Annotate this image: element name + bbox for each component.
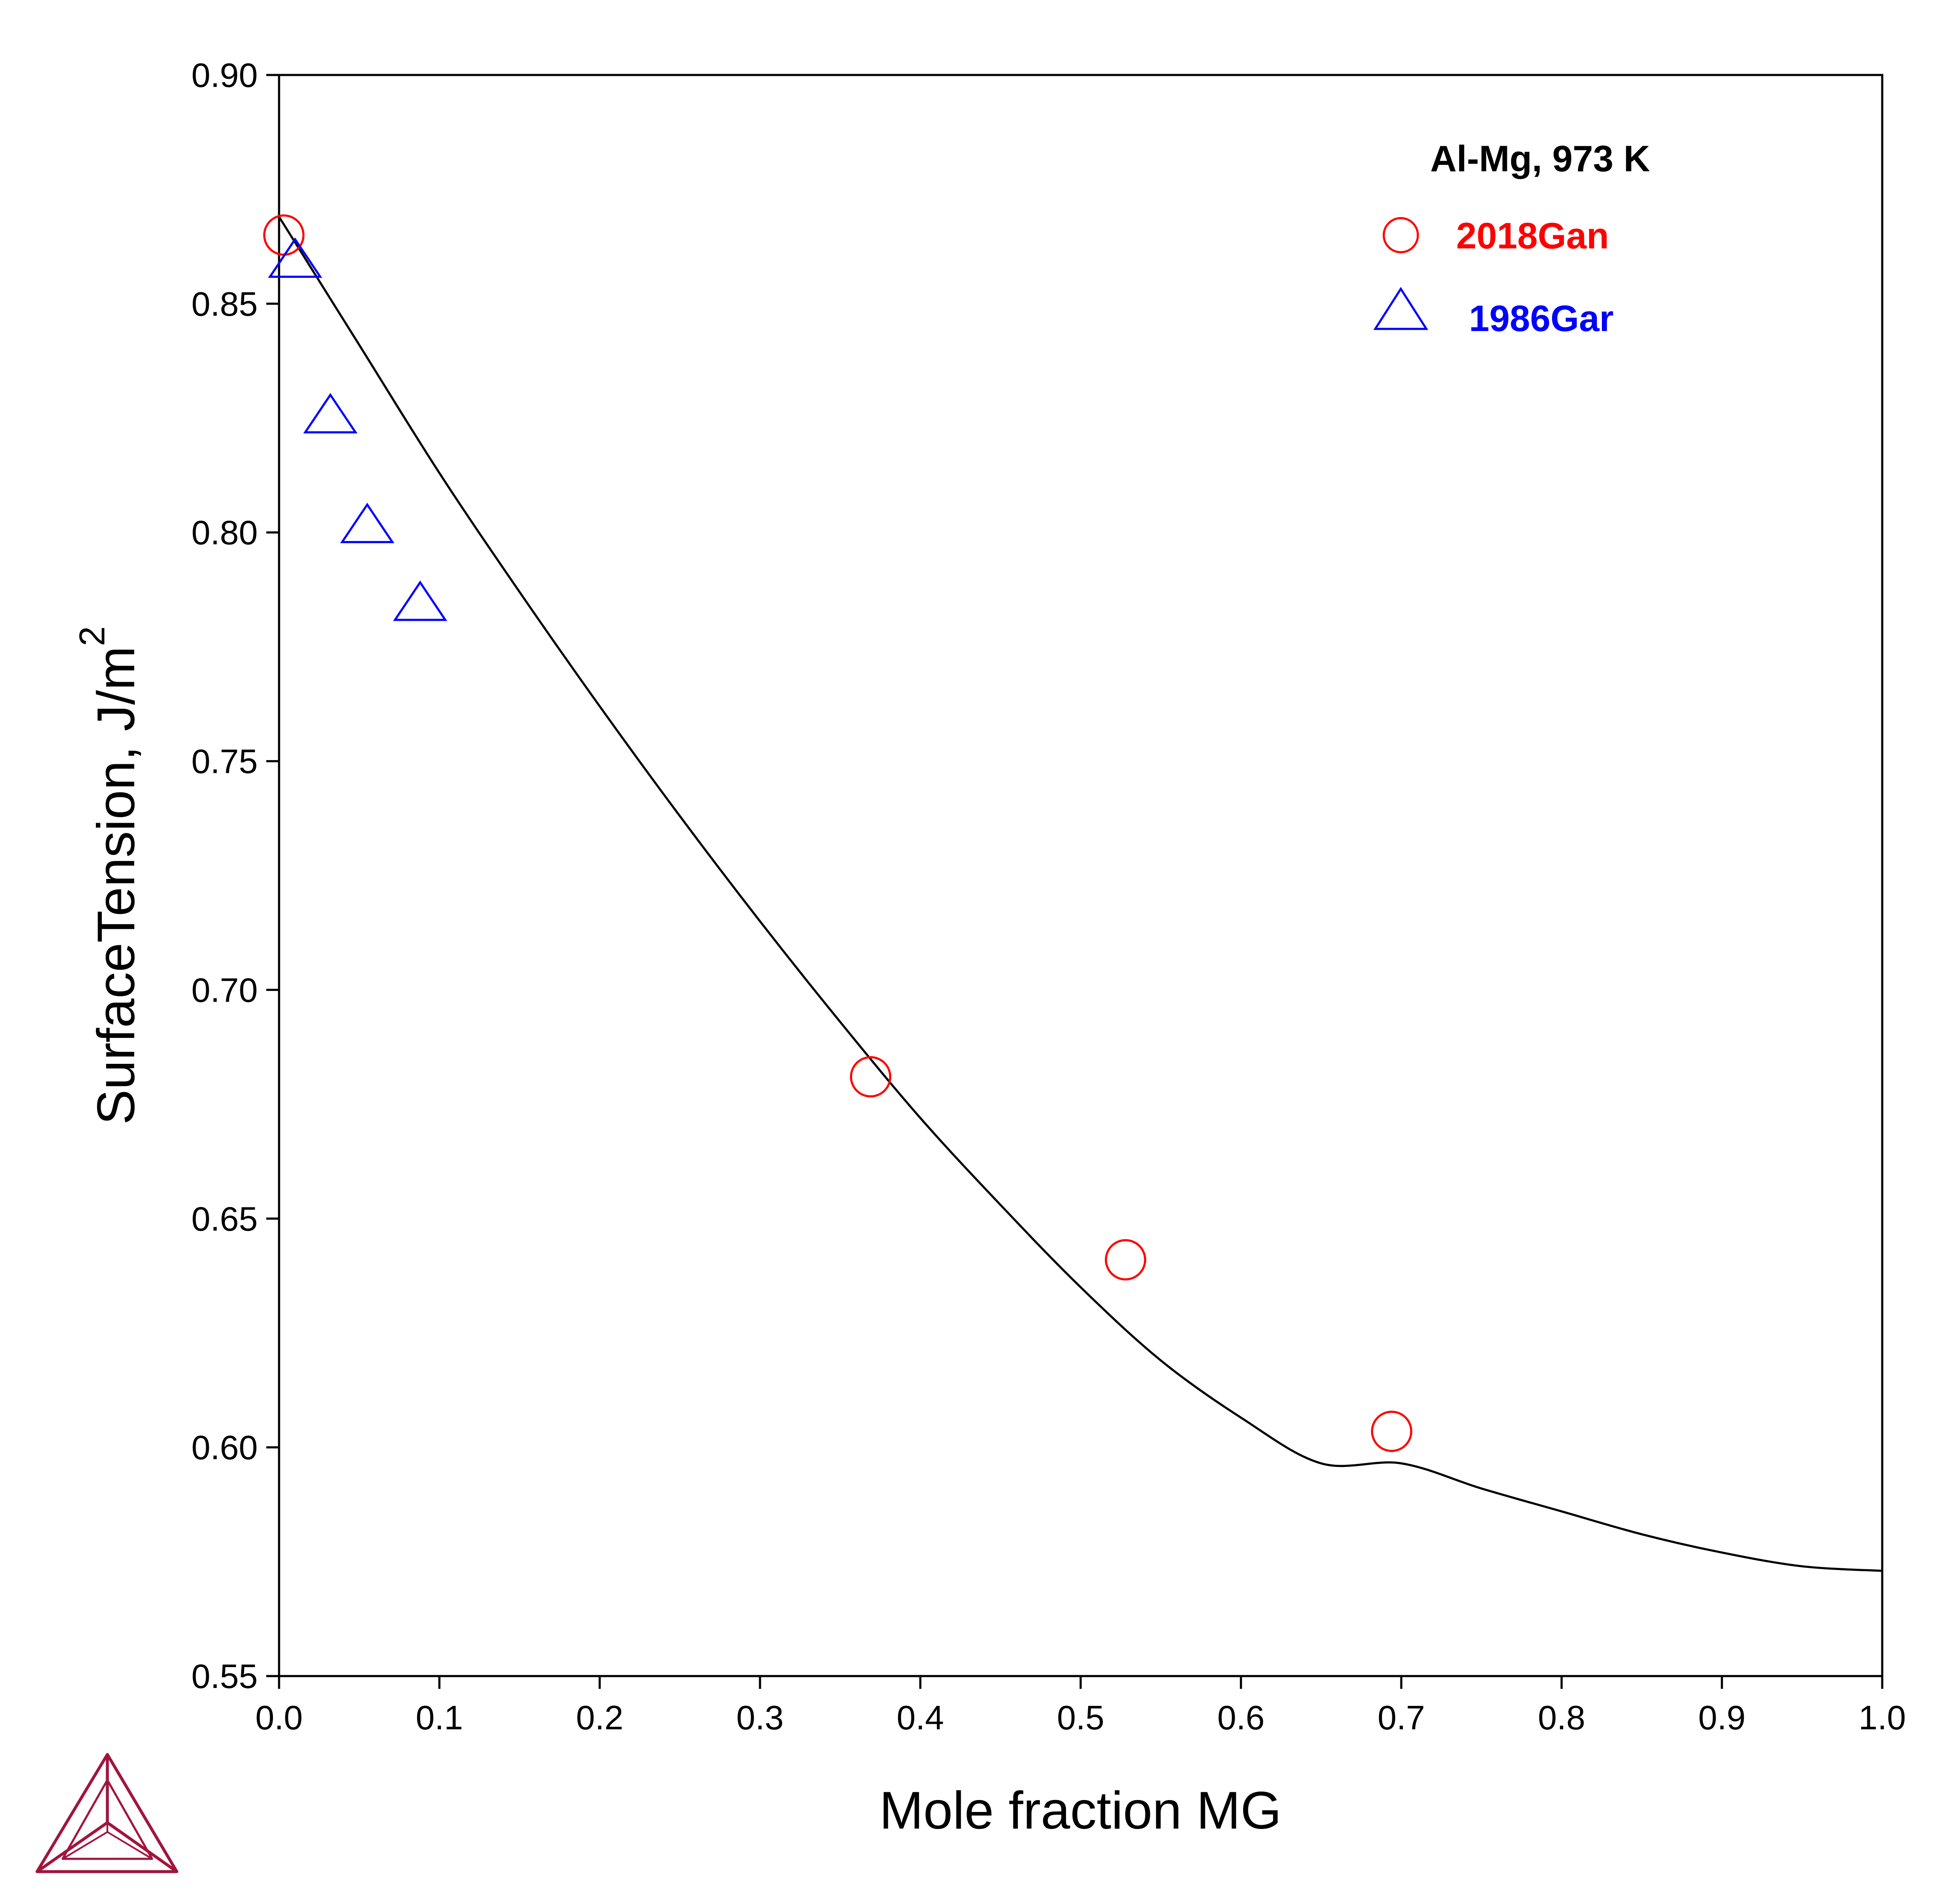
data-point-1986gar [268, 237, 323, 278]
y-tick-label: 0.75 [191, 743, 258, 781]
model-curve-layer [278, 216, 1883, 1572]
svg-text:SurfaceTension, J/m2: SurfaceTension, J/m2 [72, 626, 146, 1125]
y-tick-label: 0.60 [191, 1429, 258, 1466]
y-tick-label: 0.55 [191, 1657, 258, 1695]
y-axis-label-group: SurfaceTension, J/m2 [72, 626, 146, 1125]
y-tick-label: 0.90 [191, 56, 258, 94]
x-tick-label: 0.6 [1217, 1699, 1264, 1737]
model-curve [278, 216, 1883, 1572]
y-tick-label: 0.70 [191, 971, 258, 1009]
data-markers-layer [263, 214, 1413, 1452]
data-point-1986gar [393, 580, 447, 621]
y-axis-ticks: 0.55 0.60 0.65 0.70 0.75 0.80 0.85 0.90 [191, 56, 279, 1695]
legend-label-2018gan: 2018Gan [1456, 216, 1609, 256]
x-axis-label: Mole fraction MG [879, 1781, 1282, 1840]
data-point-1986gar [340, 502, 395, 543]
x-tick-label: 0.5 [1057, 1699, 1104, 1737]
data-point-2018gan [1105, 1239, 1146, 1281]
legend-circle-marker [1382, 217, 1419, 253]
legend: Al-Mg, 973 K 2018Gan 1986Gar [1373, 138, 1650, 339]
x-tick-label: 0.1 [416, 1699, 463, 1737]
legend-label-1986gar: 1986Gar [1469, 298, 1614, 339]
x-axis-ticks: 0.0 0.1 0.2 0.3 0.4 0.5 0.6 0.7 0.8 0.9 1.0 [255, 1676, 1906, 1737]
data-point-1986gar [303, 393, 358, 434]
y-tick-label: 0.85 [191, 285, 258, 323]
x-tick-label: 0.7 [1377, 1699, 1425, 1737]
x-tick-label: 0.8 [1538, 1699, 1585, 1737]
y-axis-label: SurfaceTension, J/m [87, 646, 146, 1125]
x-tick-label: 0.4 [897, 1699, 944, 1737]
x-tick-label: 0.9 [1698, 1699, 1745, 1737]
thermocalc-logo [35, 1753, 179, 1873]
y-tick-label: 0.80 [191, 514, 258, 552]
y-tick-label: 0.65 [191, 1200, 258, 1238]
legend-title: Al-Mg, 973 K [1430, 138, 1650, 179]
y-axis-label-superscript: 2 [72, 626, 112, 646]
legend-triangle-marker [1373, 287, 1428, 330]
x-tick-label: 0.2 [576, 1699, 623, 1737]
data-point-2018gan [1371, 1411, 1413, 1452]
x-tick-label: 1.0 [1858, 1699, 1906, 1737]
x-tick-label: 0.0 [255, 1699, 302, 1737]
data-point-2018gan [850, 1056, 892, 1097]
x-tick-label: 0.3 [736, 1699, 783, 1737]
